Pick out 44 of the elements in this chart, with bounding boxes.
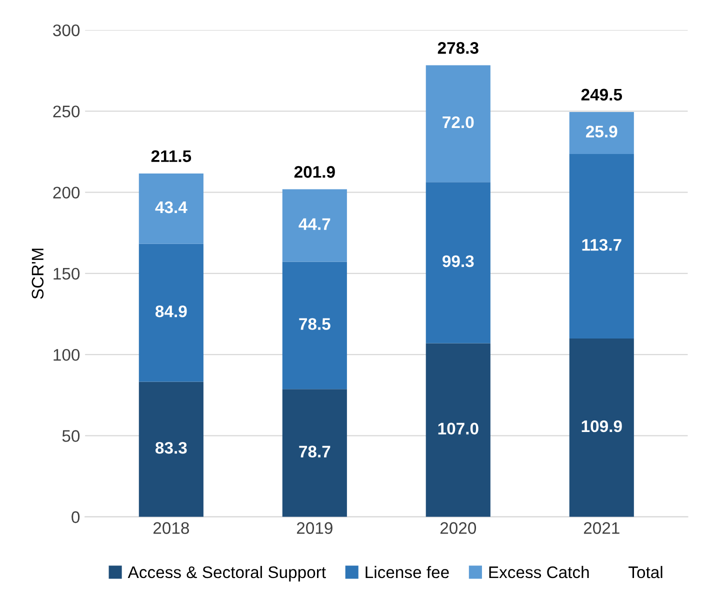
bar xyxy=(426,65,490,182)
x-tick-label: 2019 xyxy=(296,522,332,534)
bar xyxy=(138,173,204,244)
total-label: 211.5 xyxy=(151,150,192,162)
data-label: 83.3 xyxy=(155,442,187,454)
bar xyxy=(569,338,634,517)
data-label: 25.9 xyxy=(586,126,618,138)
bar xyxy=(569,112,634,154)
legend-label: Access & Sectoral Support xyxy=(128,566,326,582)
bar xyxy=(282,189,347,262)
y-tick-label: 200 xyxy=(53,186,80,199)
x-tick-label: 2018 xyxy=(153,522,189,534)
y-tick-label: 0 xyxy=(72,511,80,524)
bar xyxy=(282,389,347,517)
x-tick-label: 2020 xyxy=(440,522,476,534)
text: Total xyxy=(628,566,662,578)
total-label: 201.9 xyxy=(294,166,335,178)
data-label: 99.3 xyxy=(442,255,474,268)
legend-label: License fee xyxy=(366,566,449,578)
data-label: 109.9 xyxy=(582,420,622,432)
x-tick-label: 2021 xyxy=(584,522,620,534)
data-label: 44.7 xyxy=(298,218,330,230)
bar xyxy=(426,343,490,517)
y-tick-label: 250 xyxy=(53,106,80,118)
y-axis-title: SCR'M xyxy=(32,248,44,299)
data-label: 84.9 xyxy=(155,305,187,318)
bar xyxy=(426,182,490,344)
data-label: 43.4 xyxy=(155,201,188,214)
data-label: 113.7 xyxy=(582,238,622,251)
total-label: 249.5 xyxy=(581,88,622,101)
legend-label: Excess Catch xyxy=(489,566,589,578)
y-tick-label: 50 xyxy=(62,430,80,442)
bar xyxy=(282,262,347,390)
y-tick-label: 100 xyxy=(54,348,80,361)
data-label: 78.7 xyxy=(299,446,330,458)
y-tick-label: 300 xyxy=(53,24,80,36)
bar xyxy=(138,244,204,382)
bar xyxy=(569,154,634,339)
data-label: 78.5 xyxy=(299,318,330,330)
data-label: 107.0 xyxy=(438,422,478,435)
data-label: 72.0 xyxy=(442,116,474,128)
bar xyxy=(138,382,204,517)
y-tick-label: 150 xyxy=(54,268,80,280)
total-label: 278.3 xyxy=(438,42,478,54)
